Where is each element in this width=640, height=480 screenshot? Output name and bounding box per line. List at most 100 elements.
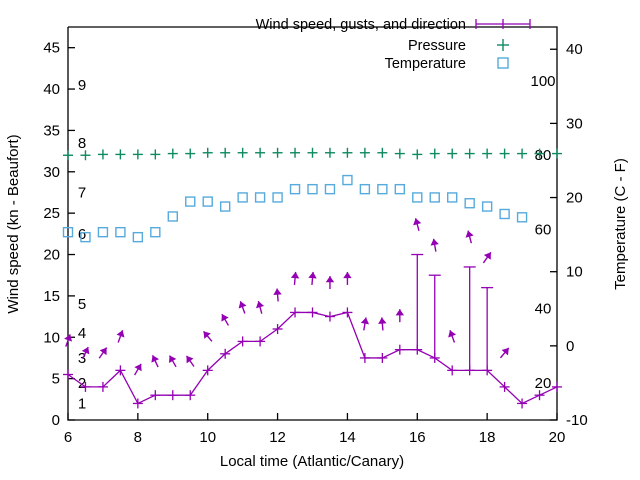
fahrenheit-label: 80 [535, 147, 552, 164]
y-tick-label: 15 [43, 288, 60, 305]
wind-direction-arrows [64, 218, 510, 376]
wind-direction-arrow [482, 251, 492, 264]
wind-speed-point [97, 381, 108, 392]
wind-speed-point [342, 307, 353, 318]
wind-speed-point [150, 390, 161, 401]
pressure-point [132, 149, 143, 160]
temperature-point [237, 192, 248, 203]
y2-tick-label: 40 [566, 41, 583, 58]
temperature-point [481, 201, 493, 212]
temperature-point [150, 226, 161, 238]
wind-direction-arrow [255, 300, 265, 314]
temperature-point [307, 183, 318, 195]
beaufort-label: 2 [78, 375, 86, 392]
wind-direction-arrow [413, 218, 422, 231]
bottom-axis: 6 8 10 12 14 16 18 20 [64, 413, 566, 446]
x-axis-title: Local time (Atlantic/Canary) [220, 453, 404, 470]
temperature-point [394, 183, 406, 195]
fahrenheit-scale-labels: 20 40 60 80 100 [530, 73, 555, 392]
wind-direction-arrow [395, 309, 405, 323]
wind-direction-arrow [308, 271, 317, 285]
pressure-point [272, 147, 283, 158]
pressure-series [63, 147, 562, 161]
beaufort-label: 3 [78, 350, 86, 367]
temperature-point [254, 192, 266, 203]
beaufort-label: 7 [78, 184, 86, 201]
pressure-point [429, 148, 440, 159]
right-axis: -10 0 10 20 30 40 [550, 41, 588, 429]
temperature-point [62, 226, 74, 238]
wind-speed-point [499, 381, 510, 392]
fahrenheit-label: 60 [535, 222, 552, 239]
wind-direction-arrow [378, 317, 387, 331]
gust-bar [481, 286, 494, 371]
temperature-point [447, 192, 458, 203]
pressure-point [237, 147, 248, 158]
wind-speed-point [359, 352, 370, 363]
wind-speed-point [272, 323, 283, 334]
pressure-point [220, 147, 231, 158]
y-tick-label: 25 [43, 205, 60, 222]
wind-speed-point [534, 390, 545, 401]
pressure-point [63, 150, 73, 161]
pressure-point [342, 147, 353, 158]
wind-direction-arrow [343, 271, 352, 285]
temperature-point [185, 196, 196, 207]
wind-direction-arrow [290, 271, 300, 285]
y-tick-label: 45 [43, 40, 60, 57]
beaufort-label: 5 [78, 296, 86, 313]
wind-direction-arrow [98, 347, 108, 359]
y2-tick-label: 10 [566, 264, 583, 281]
pressure-point [202, 147, 213, 158]
wind-speed-line [67, 311, 558, 405]
temperature-series [62, 174, 528, 243]
temperature-point [324, 183, 336, 195]
beaufort-label: 9 [78, 77, 86, 94]
wind-speed-point [237, 336, 248, 347]
temperature-point [167, 211, 178, 222]
wind-speed-point [132, 398, 143, 409]
pressure-point [482, 148, 493, 159]
wind-direction-arrow [238, 301, 247, 314]
temperature-point [202, 196, 213, 207]
beaufort-label: 4 [78, 325, 86, 342]
fahrenheit-label: 40 [535, 300, 552, 317]
y-tick-label: 10 [43, 329, 60, 346]
wind-speed-point [447, 365, 458, 376]
y-tick-label: 20 [43, 247, 60, 264]
wind-direction-arrow [465, 230, 474, 244]
pressure-point [394, 148, 405, 159]
wind-speed-point [202, 365, 213, 376]
y2-tick-label: 0 [566, 338, 574, 355]
pressure-point [150, 149, 161, 160]
pressure-point [115, 149, 126, 160]
temperature-point [359, 183, 371, 195]
x-tick-label: 10 [199, 429, 216, 446]
y-tick-label: 30 [43, 164, 60, 181]
wind-speed-point [394, 344, 405, 355]
pressure-point [255, 147, 266, 158]
fahrenheit-label: 100 [530, 73, 555, 90]
x-tick-label: 20 [549, 429, 566, 446]
temperature-point [115, 226, 126, 238]
gust-bar [463, 266, 476, 371]
wind-direction-arrow [360, 317, 370, 331]
wind-direction-arrow [168, 355, 177, 368]
wind-speed-point [307, 307, 318, 318]
wind-direction-arrow [448, 330, 457, 343]
pressure-point [359, 147, 370, 158]
wind-direction-arrow [64, 334, 73, 347]
pressure-point [324, 147, 335, 158]
pressure-point [552, 148, 562, 159]
wind-speed-point [552, 381, 562, 392]
wind-direction-arrow [221, 313, 230, 326]
wind-speed-point [220, 348, 231, 359]
wind-direction-arrow [325, 276, 335, 290]
temperature-point [289, 183, 301, 195]
temperature-point [429, 192, 440, 203]
legend-label-temperature: Temperature [385, 56, 466, 72]
wind-speed-point [167, 390, 178, 401]
pressure-point [307, 147, 318, 158]
